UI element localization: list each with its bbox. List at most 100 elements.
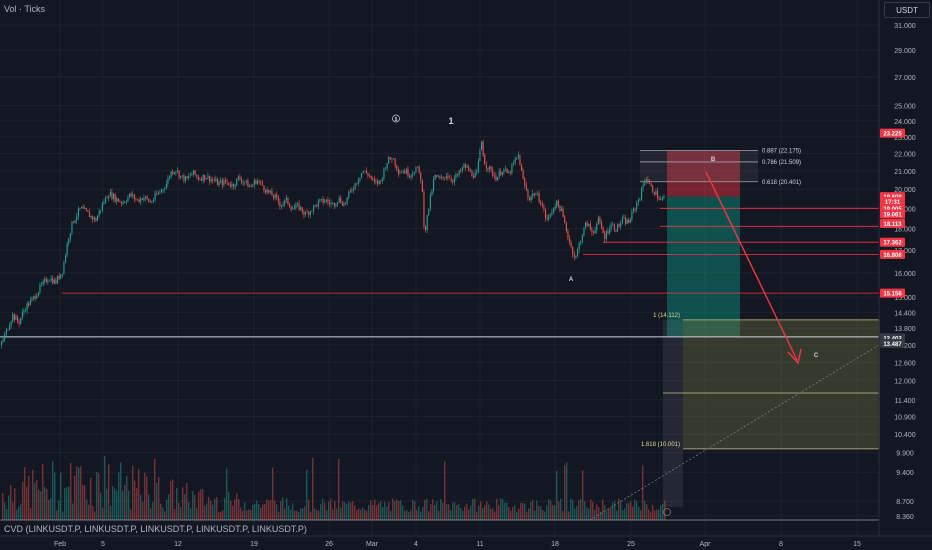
candle-body: [341, 202, 343, 206]
candle-body: [271, 190, 273, 196]
volume-bar: [112, 486, 114, 520]
volume-bar: [216, 497, 218, 520]
candle-body: [220, 180, 222, 183]
volume-bar: [618, 498, 620, 520]
volume-bar: [652, 504, 654, 520]
volume-bar: [468, 509, 470, 520]
candle-body: [509, 172, 511, 174]
volume-bar: [66, 487, 68, 520]
volume-bar: [24, 467, 26, 520]
candle-body: [348, 191, 350, 198]
volume-bar: [528, 508, 530, 520]
volume-bar: [644, 500, 646, 520]
trend-line: [589, 344, 880, 521]
fib-extension-zone: [683, 319, 880, 449]
candle-body: [559, 205, 561, 211]
candle-body: [343, 203, 345, 206]
volume-bar: [154, 458, 156, 520]
candle-body: [281, 205, 283, 207]
x-tick-label: Apr: [700, 541, 712, 548]
time-axis[interactable]: Feb 5 12 19 26 Mar 4 11 18 25 Apr 8 15: [54, 541, 861, 548]
volume-bar: [130, 509, 132, 520]
candle-body: [85, 208, 87, 211]
candle-body: [388, 157, 390, 164]
y-tick-label: 18.000: [894, 227, 916, 234]
candle-body: [193, 170, 195, 174]
candle-body: [137, 199, 139, 200]
volume-bar: [274, 500, 276, 520]
candle-body: [81, 207, 83, 209]
volume-bar: [232, 505, 234, 520]
volume-bar: [286, 498, 288, 520]
volume-bar: [632, 506, 634, 520]
volume-bar: [330, 498, 332, 520]
volume-bar: [258, 504, 260, 520]
candle-body: [567, 230, 569, 239]
candle-body: [325, 200, 327, 202]
candle-body: [586, 222, 588, 226]
candle-body: [593, 232, 595, 233]
candle-body: [354, 183, 356, 190]
volume-bar: [78, 467, 80, 520]
volume-bar: [150, 508, 152, 520]
volume-bar: [110, 505, 112, 520]
candle-body: [226, 181, 228, 183]
price-axis[interactable]: 31.000 29.000 27.000 25.000 24.000 23.000 22.0…: [880, 23, 916, 521]
cvd-indicator-label[interactable]: CVD (LINKUSDT.P, LINKUSDT.P, LINKUSDT.P,…: [4, 524, 307, 534]
volume-bar: [116, 490, 118, 520]
candle-body: [58, 276, 60, 279]
candle-body: [55, 279, 57, 284]
x-tick-label: 26: [325, 541, 333, 548]
candle-body: [378, 180, 380, 184]
candle-body: [196, 174, 198, 177]
volume-bar: [64, 488, 66, 520]
candle-body: [653, 192, 655, 195]
currency-button[interactable]: USDT: [884, 2, 930, 18]
volume-bar: [596, 504, 598, 520]
candle-body: [489, 166, 491, 170]
candle-body: [396, 165, 398, 170]
candle-body: [460, 170, 462, 172]
candle-body: [431, 190, 433, 196]
wave-label: 1: [448, 116, 453, 126]
candle-body: [322, 198, 324, 203]
volume-bar: [570, 498, 572, 520]
volume-bar: [566, 462, 568, 520]
volume-bar: [238, 499, 240, 520]
candle-body: [249, 186, 251, 188]
candle-body: [266, 189, 268, 193]
volume-bar: [616, 510, 618, 520]
candle-body: [461, 167, 463, 172]
volume-bar: [186, 483, 188, 520]
volume-bar: [170, 481, 172, 520]
candle-body: [394, 158, 396, 166]
volume-bar: [604, 505, 606, 520]
candle-body: [537, 193, 539, 195]
volume-bar: [518, 508, 520, 520]
candle-body: [305, 212, 307, 215]
candle-body: [641, 188, 643, 200]
candle-body: [594, 230, 596, 233]
candle-body: [569, 238, 571, 243]
volume-bar: [92, 506, 94, 520]
volume-bar: [96, 472, 98, 520]
volume-bar: [134, 480, 136, 520]
wave-arrow-head: [787, 348, 802, 365]
volume-bar: [344, 502, 346, 520]
volume-bar: [554, 505, 556, 520]
candle-body: [578, 243, 580, 250]
candle-body: [97, 215, 99, 221]
candle-body: [516, 157, 518, 160]
volume-bar: [312, 457, 314, 520]
volume-bar: [26, 486, 28, 520]
candle-body: [26, 303, 28, 311]
volume-bar: [58, 500, 60, 520]
volume-bar: [628, 502, 630, 520]
volume-indicator-label[interactable]: Vol · Ticks: [4, 4, 46, 14]
y-tick-label: 12.600: [894, 360, 916, 367]
candle-body: [36, 296, 38, 299]
candle-body: [332, 202, 334, 204]
candle-body: [39, 284, 41, 293]
volume-bar: [520, 502, 522, 520]
